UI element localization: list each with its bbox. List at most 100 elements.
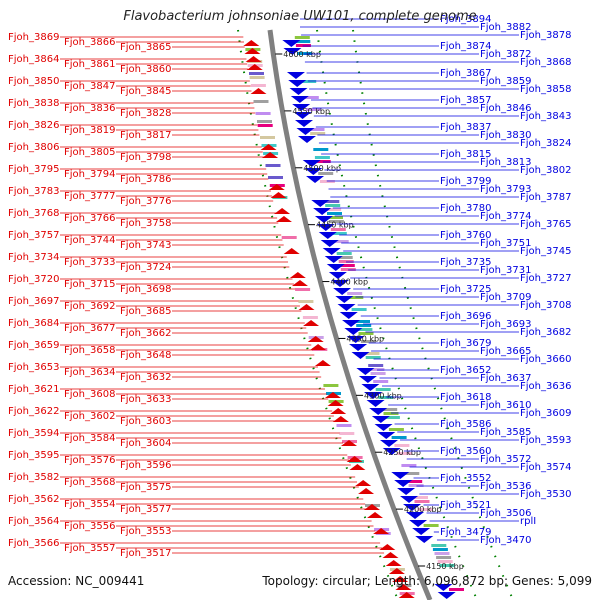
gene-color-block [417,508,433,511]
forward-gene-label: Fjoh_3757 [8,230,59,241]
forward-gene-label: Fjoh_3805 [64,147,115,158]
kbp-scale: 4600 kbp 4550 kbp 4500 kbp 4450 kbp 4400 kbp… [275,50,464,571]
forward-gene-label: Fjoh_3860 [120,64,171,75]
reverse-gene-label: Fjoh_3859 [480,76,531,87]
reverse-gene-arrow [403,504,422,511]
forward-gene-label: Fjoh_3806 [8,142,59,153]
forward-gene-arrow [283,248,300,254]
gene-color-block [364,352,380,355]
forward-gene-label: Fjoh_3864 [8,54,59,65]
reverse-gene-arrow [314,216,333,223]
reverse-gene-arrow [437,592,456,599]
reverse-gene-label: Fjoh_3572 [480,454,531,465]
map-title: Flavobacterium johnsoniae UW101, complet… [123,9,477,24]
forward-gene-label: Fjoh_3838 [8,98,59,109]
gene-color-block [294,36,310,39]
gene-color-block [330,228,346,231]
forward-gene-label: Fjoh_3786 [120,174,171,185]
forward-gene-label: Fjoh_3865 [120,42,171,53]
gene-color-block [347,292,363,295]
reverse-gene-label: Fjoh_3867 [440,68,491,79]
reverse-gene-label: Fjoh_3586 [440,419,491,430]
gene-color-block [358,332,374,335]
forward-gene-label: Fjoh_3734 [8,252,59,263]
forward-gene-label: Fjoh_3577 [120,504,171,515]
gene-color-block [414,500,430,503]
gene-color-block [295,40,311,43]
reverse-gene-arrow [297,136,316,143]
gene-color-block [328,220,344,223]
forward-gene-label: Fjoh_3658 [64,345,115,356]
reverse-gene-label: Fjoh_3725 [440,284,491,295]
reverse-gene-arrow [290,96,309,103]
reverse-gene-label: Fjoh_3536 [480,481,531,492]
forward-gene-arrow [349,464,366,470]
reverse-gene-arrow [318,232,337,239]
forward-gene-arrow [310,344,327,350]
gene-color-block [319,180,335,183]
forward-gene-label: Fjoh_3777 [64,191,115,202]
forward-gene-arrow [327,400,344,406]
gene-color-block [382,408,398,411]
reverse-gene-label: Fjoh_3679 [440,338,491,349]
reverse-gene-label: Fjoh_3593 [520,435,571,446]
gene-color-block [337,256,353,259]
forward-gene-label: Fjoh_3584 [64,433,115,444]
gene-color-block [404,472,420,475]
reverse-gene-label: Fjoh_3745 [520,246,571,257]
forward-gene-label: Fjoh_3794 [64,169,115,180]
gene-color-block [436,556,452,559]
gene-color-block [357,328,373,331]
gene-color-block [281,236,297,239]
forward-gene-label: Fjoh_3575 [120,482,171,493]
forward-gene-label: Fjoh_3768 [8,208,59,219]
reverse-gene-label: Fjoh_3574 [520,462,571,473]
reverse-gene-label: Fjoh_3813 [480,157,531,168]
gene-color-block [314,156,330,159]
reverse-gene-arrow [342,320,361,327]
gene-color-block [339,432,355,435]
gene-color-block [340,268,356,271]
gene-color-block [326,208,342,211]
forward-gene-arrow [379,544,396,550]
reverse-gene-label: Fjoh_3815 [440,149,491,160]
reverse-gene-label: Fjoh_3682 [520,327,571,338]
reverse-gene-label: Fjoh_3470 [480,535,531,546]
gene-color-block [383,412,399,415]
forward-gene-label: Fjoh_3684 [8,318,59,329]
reverse-gene-arrow [358,376,377,383]
forward-gene-label: Fjoh_3604 [120,438,171,449]
gene-color-block [324,200,340,203]
reverse-gene-label: Fjoh_3585 [480,427,531,438]
reverse-gene-arrow [356,368,375,375]
forward-gene-label: Fjoh_3517 [120,548,171,559]
gene-color-block [302,316,318,319]
reverse-gene-arrow [282,40,301,47]
forward-gene-label: Fjoh_3608 [64,389,115,400]
gene-color-block [257,120,272,123]
reverse-gene-label: Fjoh_3693 [480,319,531,330]
forward-gene-arrow [250,88,267,94]
gene-color-block [408,484,424,487]
forward-gene-label: Fjoh_3568 [64,477,115,488]
reverse-gene-label: Fjoh_3727 [520,273,571,284]
reverse-gene-label: Fjoh_3760 [440,230,491,241]
forward-gene-label: Fjoh_3847 [64,81,115,92]
gene-color-block [255,112,271,115]
reverse-gene-label: Fjoh_3858 [520,84,571,95]
forward-gene-arrow [260,144,277,150]
gene-color-block [333,240,349,243]
reverse-gene-arrow [316,224,335,231]
reverse-gene-arrow [311,200,330,207]
reverse-gene-arrow [333,288,352,295]
forward-gene-arrow [274,208,291,214]
reverse-gene-arrow [382,448,401,455]
reverse-gene-arrow [283,48,302,55]
gene-color-block [328,216,343,219]
gene-color-block [365,356,381,359]
reverse-gene-arrow [349,344,368,351]
reverse-gene-label: Fjoh_3793 [480,184,531,195]
gene-color-block [315,160,331,163]
reverse-gene-label: Fjoh_3618 [440,392,491,403]
reverse-gene-label: Fjoh_3824 [520,138,571,149]
